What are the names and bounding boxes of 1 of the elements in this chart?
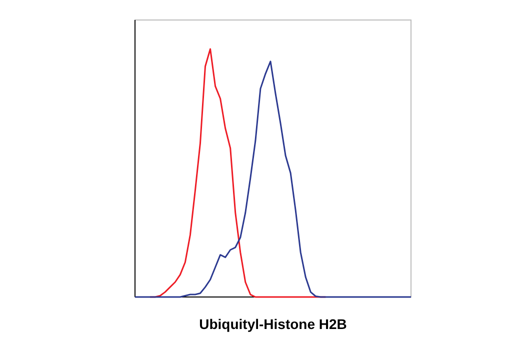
x-axis-title: Ubiquityl-Histone H2B: [199, 316, 347, 332]
